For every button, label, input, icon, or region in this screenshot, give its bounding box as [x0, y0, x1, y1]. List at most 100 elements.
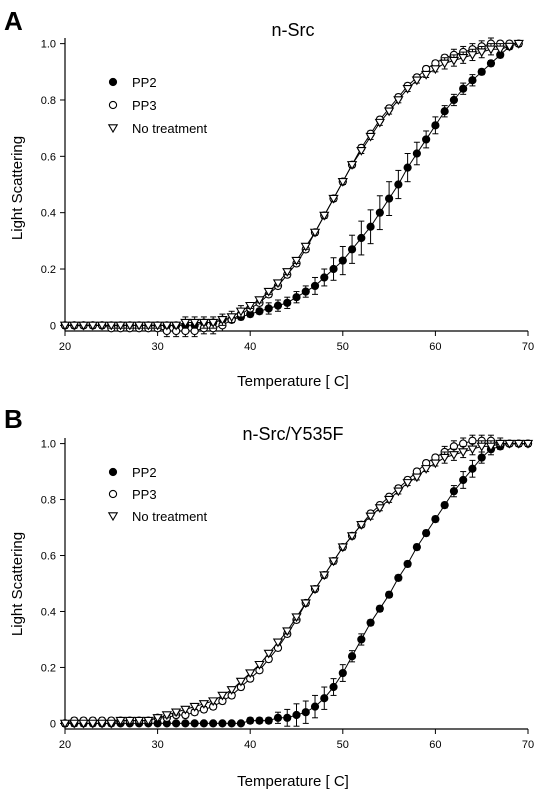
- panel-b-series-pp2-point: [172, 719, 181, 728]
- panel-b-series-pp2-point: [283, 713, 292, 722]
- panel-b-series-pp2: [60, 439, 533, 728]
- panel-a-series-no-treatment-point: [96, 321, 108, 331]
- panel-a-y-tick-label: 0: [50, 320, 56, 332]
- panel-a-series-pp2-point: [440, 107, 449, 116]
- panel-b-series-pp2-point: [459, 475, 468, 485]
- panel-a-series-no-treatment-point: [448, 56, 460, 66]
- panel-a-series-no-treatment-point: [467, 51, 478, 60]
- panel-a-series-no-treatment-point: [189, 318, 200, 328]
- panel-a-legend-pp3-label: PP3: [132, 98, 157, 113]
- panel-b-legend-pp2-marker: [108, 467, 118, 477]
- panel-a-series-pp2-point: [422, 135, 431, 144]
- panel-b-series-pp2-point: [255, 716, 264, 725]
- panel-a-series-pp2-point: [301, 287, 310, 296]
- panel-b-series-pp2-point: [310, 702, 320, 711]
- panel-b-series-pp2-point: [375, 604, 384, 613]
- panel-b-series-no-treatment-point: [143, 716, 154, 726]
- panel-a-series-pp2-point: [255, 307, 264, 316]
- panel-a-y-tick-label: 0.8: [41, 95, 56, 107]
- panel-b-y-axis-label: Light Scattering: [9, 532, 26, 636]
- panel-b-series-pp2-point: [338, 668, 347, 678]
- panel-a-letter: A: [4, 6, 23, 36]
- panel-a-series-no-treatment-point: [254, 296, 265, 306]
- panel-b-series-pp2-point: [227, 719, 236, 728]
- panel-b-series-pp2-point: [440, 501, 449, 510]
- panel-b-series-no-treatment-point: [87, 719, 98, 729]
- panel-b-series-pp2-point: [246, 716, 255, 725]
- panel-b-series-no-treatment-point: [96, 719, 108, 729]
- panel-b-series-no-treatment: [59, 437, 534, 729]
- panel-b-series-no-treatment-point: [115, 716, 126, 726]
- panel-a-legend-no-treatment-label: No treatment: [132, 121, 208, 136]
- panel-b-series-no-treatment-point: [124, 716, 135, 726]
- panel-a-series-no-treatment-point: [207, 318, 219, 328]
- panel-a-series-no-treatment-point: [328, 194, 339, 204]
- panel-a-legend: PP2 PP3 No treatment: [107, 75, 208, 136]
- panel-a-series-pp2-point: [338, 256, 347, 265]
- panel-a-series-no-treatment-point: [485, 45, 497, 55]
- panel-a-y-axis-label: Light Scattering: [9, 136, 26, 240]
- panel-a-series-pp2-point: [273, 301, 283, 310]
- panel-a-series-no-treatment-point: [69, 321, 80, 331]
- panel-a-series-no-treatment-point: [106, 321, 117, 331]
- panel-b-series-no-treatment-point: [78, 719, 89, 729]
- panel-a-series-no-treatment-point: [337, 177, 348, 187]
- panel-b-legend: PP2 PP3 No treatment: [107, 465, 208, 524]
- panel-a-series-no-treatment-point: [402, 85, 413, 94]
- panel-b-series-no-treatment-point: [300, 599, 311, 609]
- panel-b-series-no-treatment-point: [374, 504, 386, 514]
- panel-b-series-no-treatment-point: [106, 719, 117, 729]
- panel-b-series-pp2-point: [385, 590, 394, 599]
- panel-b-letter: B: [4, 404, 23, 434]
- panel-a-series-no-treatment-point: [78, 321, 89, 331]
- panel-a-series-no-treatment-point: [411, 76, 423, 86]
- panel-a-y-tick-label: 0.4: [41, 208, 56, 220]
- panel-b-series-no-treatment-point: [485, 442, 497, 452]
- panel-a: A n-Src 0 0.2 0.4 0.6 0.8 1.0 20 30 40 50 60 70 Tem…: [4, 6, 534, 390]
- panel-a-series-no-treatment-point: [245, 301, 256, 311]
- panel-b-legend-pp3: PP3: [108, 487, 157, 502]
- panel-a-series-no-treatment-point: [476, 48, 487, 58]
- panel-a-legend-no-treatment: No treatment: [107, 121, 208, 136]
- panel-a-series-pp2-point: [264, 304, 273, 313]
- panel-b-y-tick-label: 0.8: [41, 495, 56, 507]
- panel-b-series-pp2-point: [292, 710, 301, 720]
- panel-b-series-pp2-point: [357, 635, 366, 644]
- panel-b-legend-no-treatment: No treatment: [107, 509, 208, 524]
- panel-b-series-no-treatment-point: [495, 439, 506, 449]
- panel-a-series-no-treatment-point: [235, 307, 247, 317]
- panel-b-series-no-treatment-point: [476, 442, 487, 452]
- panel-b-series-no-treatment-point: [467, 445, 478, 455]
- panel-a-series-pp2-point: [431, 121, 440, 130]
- panel-b-series-no-treatment-point: [198, 700, 210, 709]
- panel-b-series-no-treatment-point: [393, 487, 404, 497]
- panel-b-series-no-treatment-point: [411, 473, 423, 483]
- panel-b-series-pp2-point: [477, 453, 486, 462]
- panel-a-series-no-treatment-point: [383, 107, 395, 117]
- panel-a-series-no-treatment-point: [374, 118, 386, 128]
- panel-b-series-no-treatment-point: [319, 571, 330, 581]
- panel-a-series-no-treatment-point: [161, 321, 173, 331]
- panel-a-series-no-treatment-point: [504, 42, 515, 52]
- panel-a-series-pp2-point: [375, 208, 384, 217]
- panel-b-legend-pp2: PP2: [108, 465, 157, 480]
- panel-b-series-no-treatment-point: [504, 439, 515, 449]
- panel-b-series-pp2-point: [190, 719, 199, 728]
- panel-b-x-tick-label: 20: [59, 739, 71, 751]
- panel-b-x-tick-label: 50: [337, 739, 349, 751]
- panel-a-series-pp2-point: [283, 298, 292, 307]
- panel-a-series-no-treatment-point: [198, 318, 210, 328]
- panel-b-series-no-treatment-point: [59, 719, 71, 729]
- panel-b-y-tick-label: 0.2: [41, 662, 56, 674]
- panel-a-y-tick-label: 0.6: [41, 151, 56, 163]
- panel-b-series-pp2-point: [347, 652, 357, 661]
- panel-b-x-tick-label: 40: [244, 739, 256, 751]
- panel-b-series-pp2-point: [181, 719, 190, 728]
- panel-b-y-tick-label: 0: [50, 718, 56, 730]
- panel-a-series-no-treatment-point: [170, 321, 182, 331]
- panel-b-series-no-treatment-point: [328, 557, 339, 567]
- panel-a-series-no-treatment-point: [152, 321, 163, 331]
- panel-b-series-no-treatment-point: [189, 702, 200, 712]
- panel-a-series-pp2-point: [292, 293, 301, 302]
